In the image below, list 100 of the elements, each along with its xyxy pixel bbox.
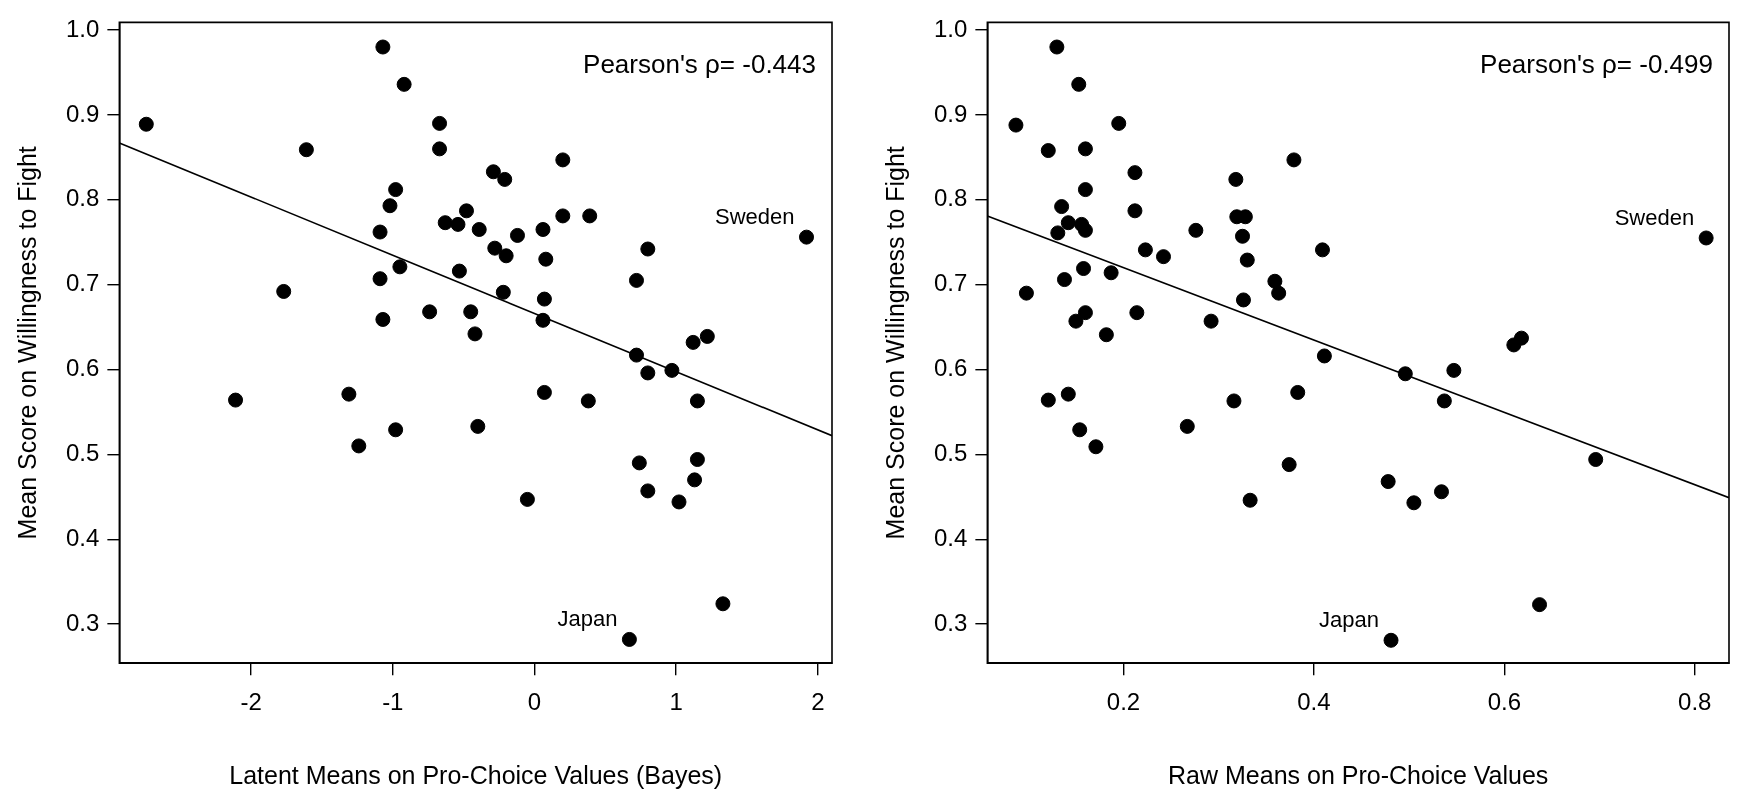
point — [1314, 242, 1330, 258]
point — [495, 284, 511, 300]
x-tick-label: 0.2 — [1106, 688, 1141, 716]
y-axis-title: Mean Score on Willingness to Fight — [12, 146, 41, 540]
x-tick-label: 1 — [669, 688, 683, 716]
point — [640, 483, 656, 499]
point — [1103, 265, 1119, 281]
point — [396, 76, 412, 92]
point — [687, 472, 703, 488]
y-tick-label: 0.5 — [65, 439, 100, 467]
point — [1060, 215, 1076, 231]
point — [1235, 228, 1251, 244]
y-tick-label: 0.8 — [933, 184, 968, 212]
y-tick-label: 1.0 — [933, 14, 968, 42]
point — [450, 216, 466, 232]
point — [228, 392, 244, 408]
y-tick-label: 0.7 — [65, 269, 100, 297]
point — [1433, 484, 1449, 500]
point — [555, 152, 571, 168]
point — [1137, 242, 1153, 258]
point — [689, 393, 705, 409]
point — [341, 386, 357, 402]
point — [628, 347, 644, 363]
point — [437, 215, 453, 231]
point — [664, 362, 680, 378]
point — [1088, 439, 1104, 455]
point — [1129, 305, 1145, 321]
y-tick-label: 1.0 — [65, 14, 100, 42]
point — [497, 171, 513, 187]
point — [1271, 285, 1287, 301]
point — [1127, 165, 1143, 181]
point — [372, 271, 388, 287]
point — [485, 164, 501, 180]
y-tick-label: 0.5 — [933, 439, 968, 467]
point — [470, 418, 486, 434]
point — [1076, 261, 1092, 277]
point — [1203, 313, 1219, 329]
y-axis-title: Mean Score on Willingness to Fight — [880, 146, 909, 540]
point — [388, 182, 404, 198]
y-tick-label: 0.8 — [65, 184, 100, 212]
point — [1098, 327, 1114, 343]
point — [1077, 182, 1093, 198]
point — [1316, 348, 1332, 364]
point — [621, 631, 637, 647]
point — [1071, 76, 1087, 92]
point — [432, 141, 448, 157]
point — [685, 334, 701, 350]
point — [463, 304, 479, 320]
point — [1050, 225, 1066, 241]
x-tick-label: 0 — [527, 688, 542, 716]
point — [276, 283, 292, 299]
y-tick-label: 0.6 — [65, 354, 100, 382]
point — [382, 198, 398, 214]
x-tick-label: -1 — [382, 688, 404, 716]
y-tick-label: 0.6 — [933, 354, 968, 382]
point — [640, 241, 656, 257]
point — [1155, 249, 1171, 265]
point — [1179, 418, 1195, 434]
point — [536, 291, 552, 307]
point — [392, 259, 408, 275]
y-tick-label: 0.9 — [933, 99, 968, 127]
point — [1380, 474, 1396, 490]
point — [538, 251, 554, 267]
point — [138, 116, 154, 132]
point — [422, 304, 438, 320]
point — [535, 221, 551, 237]
point — [1008, 117, 1024, 133]
point — [1228, 171, 1244, 187]
point — [1068, 313, 1084, 329]
point — [1077, 305, 1093, 321]
x-axis-title: Raw Means on Pro-Choice Values — [1168, 760, 1549, 789]
point — [487, 240, 503, 256]
point — [1406, 495, 1422, 511]
point — [1235, 292, 1251, 308]
point — [1506, 337, 1522, 353]
point — [631, 455, 647, 471]
point — [1383, 632, 1399, 648]
y-tick-label: 0.4 — [65, 523, 100, 551]
point — [351, 438, 367, 454]
annotation: Sweden — [1614, 205, 1695, 231]
point — [1226, 393, 1242, 409]
point — [555, 208, 571, 224]
annotation: Pearson's ρ= -0.443 — [583, 48, 816, 79]
x-tick-label: -2 — [240, 688, 262, 716]
point — [509, 227, 525, 243]
point — [1077, 141, 1093, 157]
point — [699, 328, 715, 344]
x-axis-title: Latent Means on Pro-Choice Values (Bayes) — [229, 760, 723, 789]
point — [640, 365, 656, 381]
y-tick-label: 0.3 — [933, 608, 968, 636]
point — [375, 311, 391, 327]
point — [1698, 230, 1714, 246]
point — [1018, 285, 1034, 301]
point — [1290, 384, 1306, 400]
point — [388, 422, 404, 438]
point — [799, 229, 814, 245]
point — [1286, 152, 1302, 168]
annotation: Sweden — [714, 204, 795, 230]
y-tick-label: 0.4 — [933, 523, 968, 551]
y-tick-label: 0.3 — [65, 608, 100, 636]
